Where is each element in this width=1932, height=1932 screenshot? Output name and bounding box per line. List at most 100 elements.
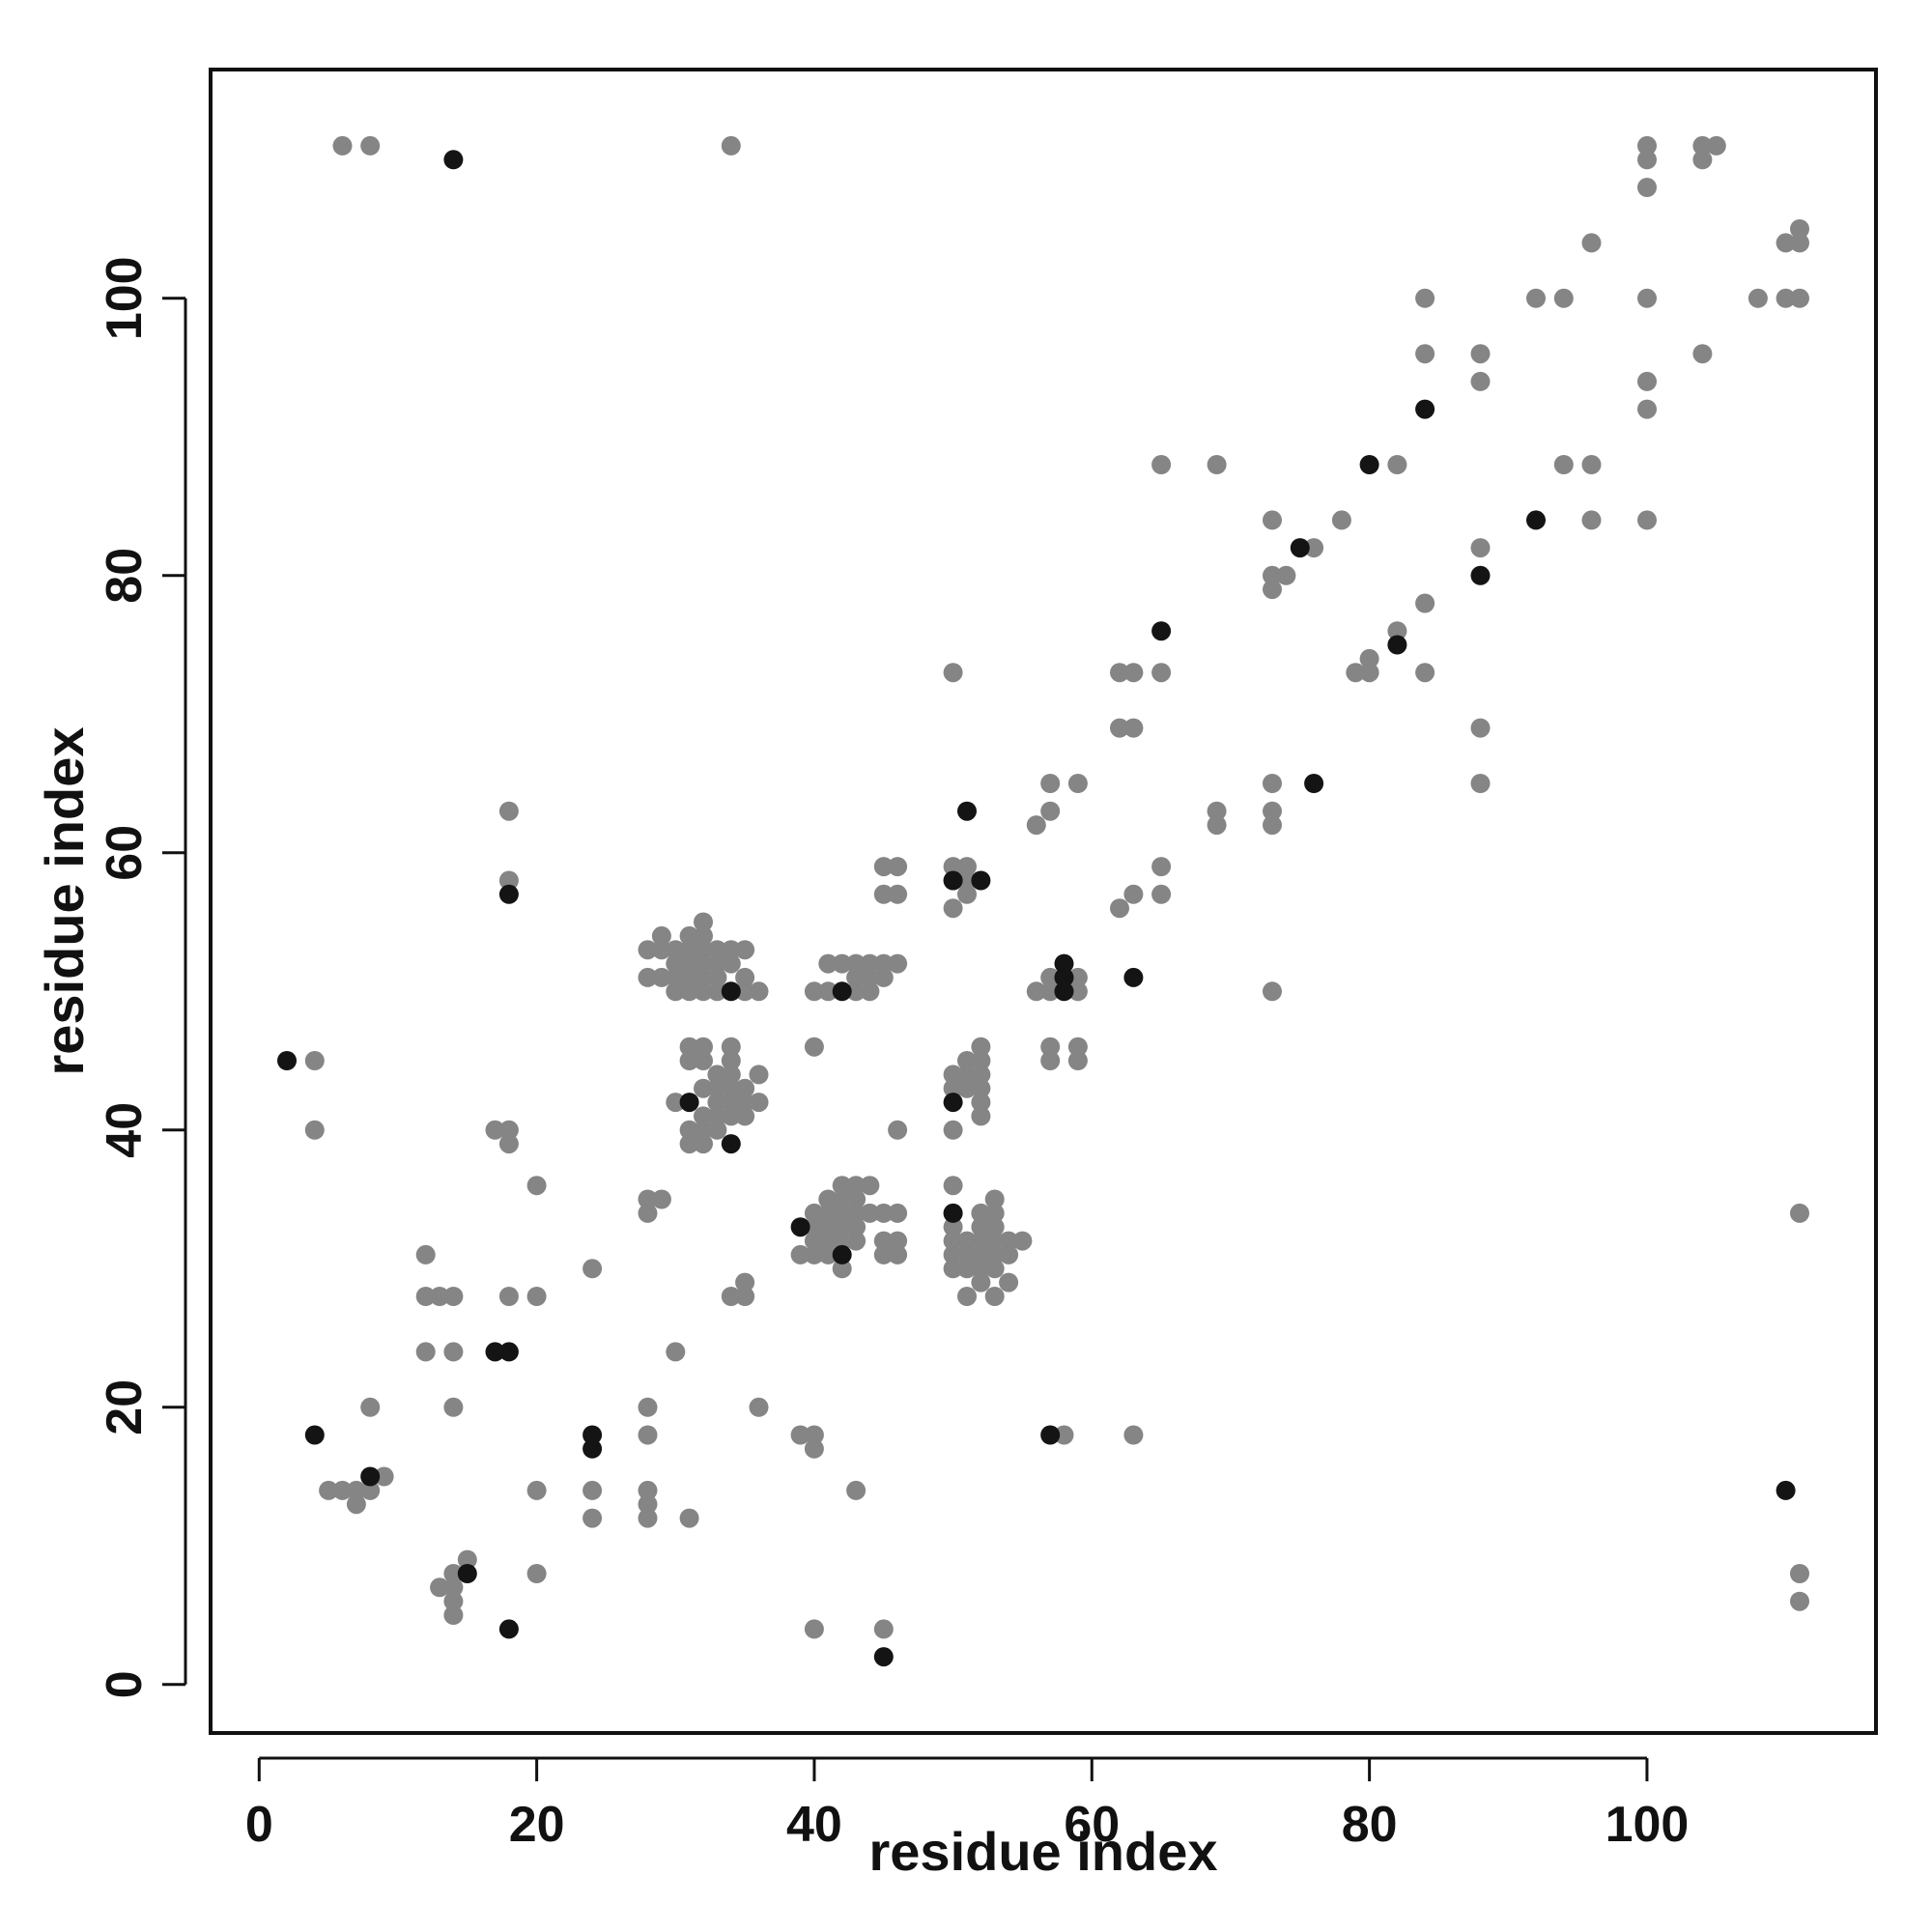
data-point — [873, 1231, 894, 1251]
data-point — [485, 1120, 505, 1140]
data-point — [1553, 288, 1574, 308]
data-point — [498, 884, 519, 904]
data-point — [957, 1051, 977, 1070]
data-point — [1040, 1425, 1061, 1445]
data-point — [818, 1203, 838, 1223]
data-point — [873, 1619, 894, 1639]
y-tick-label: 0 — [97, 1670, 153, 1698]
data-point — [498, 870, 519, 891]
data-point — [804, 1425, 824, 1445]
data-point — [707, 1065, 727, 1085]
data-point — [1207, 815, 1227, 836]
data-point — [707, 940, 727, 960]
data-point — [1040, 1037, 1061, 1057]
data-point — [1263, 801, 1282, 821]
data-point — [984, 1259, 1005, 1279]
data-point — [943, 1203, 963, 1223]
data-point — [1304, 774, 1324, 793]
data-point — [638, 1203, 658, 1223]
data-point — [485, 1342, 505, 1362]
data-point — [984, 1203, 1005, 1223]
data-point — [1692, 135, 1713, 156]
data-point — [888, 884, 908, 904]
data-point — [832, 1231, 852, 1251]
data-point — [1151, 884, 1172, 904]
data-point — [582, 1438, 603, 1459]
data-point — [651, 940, 671, 960]
data-point — [971, 1037, 991, 1057]
data-point — [1067, 967, 1088, 987]
data-point — [832, 1176, 852, 1196]
data-point — [943, 1231, 963, 1251]
data-point — [971, 1231, 991, 1251]
data-point — [971, 1078, 991, 1098]
data-point — [694, 940, 713, 960]
data-point — [735, 1093, 755, 1113]
data-point — [1054, 953, 1074, 974]
data-point — [1123, 884, 1144, 904]
data-point — [694, 1134, 713, 1154]
data-point — [888, 1231, 908, 1251]
data-point — [846, 1480, 867, 1500]
data-point — [1470, 774, 1491, 793]
data-point — [346, 1480, 366, 1500]
data-point — [1470, 371, 1491, 391]
data-point — [666, 953, 686, 974]
data-point — [804, 1203, 824, 1223]
data-point — [498, 1120, 519, 1140]
data-point — [957, 1244, 977, 1264]
data-point — [846, 953, 867, 974]
data-point — [679, 1120, 699, 1140]
data-point — [1207, 801, 1227, 821]
data-point — [721, 1093, 741, 1113]
data-point — [1123, 718, 1144, 738]
data-point — [1790, 233, 1809, 253]
data-point — [721, 1078, 741, 1098]
data-point — [832, 1244, 852, 1264]
data-point — [679, 1508, 699, 1528]
data-point — [721, 1287, 741, 1306]
data-point — [943, 1093, 963, 1113]
data-point — [526, 1564, 547, 1583]
data-point — [582, 1480, 603, 1500]
data-point — [707, 953, 727, 974]
data-point — [1637, 288, 1657, 308]
data-point — [1026, 815, 1046, 836]
data-point — [1331, 510, 1351, 530]
y-tick-label: 20 — [97, 1379, 153, 1435]
data-point — [707, 1120, 727, 1140]
data-point — [666, 1342, 686, 1362]
data-point — [694, 1078, 713, 1098]
data-point — [721, 981, 741, 1002]
data-point — [957, 884, 977, 904]
data-point — [943, 898, 963, 919]
data-point — [860, 953, 880, 974]
data-point — [1304, 538, 1324, 558]
data-point — [1054, 1425, 1074, 1445]
data-point — [1110, 663, 1129, 683]
data-point — [1359, 648, 1379, 668]
data-point — [1263, 580, 1282, 600]
data-point — [1040, 967, 1061, 987]
data-point — [846, 1217, 867, 1237]
data-point — [498, 1134, 519, 1154]
data-point — [818, 1231, 838, 1251]
data-point — [943, 1244, 963, 1264]
data-point — [1359, 455, 1379, 474]
data-point — [1637, 135, 1657, 156]
data-point — [1263, 510, 1282, 530]
data-point — [1387, 621, 1407, 641]
x-axis-title: residue index — [868, 1821, 1217, 1882]
data-point — [790, 1217, 810, 1237]
data-point — [707, 1078, 727, 1098]
data-point — [1637, 150, 1657, 170]
data-point — [735, 967, 755, 987]
data-point — [1637, 371, 1657, 391]
data-point — [1040, 774, 1061, 793]
data-point — [443, 1577, 464, 1598]
data-point — [971, 1106, 991, 1126]
data-point — [846, 1231, 867, 1251]
data-point — [1581, 233, 1602, 253]
data-point — [984, 1231, 1005, 1251]
